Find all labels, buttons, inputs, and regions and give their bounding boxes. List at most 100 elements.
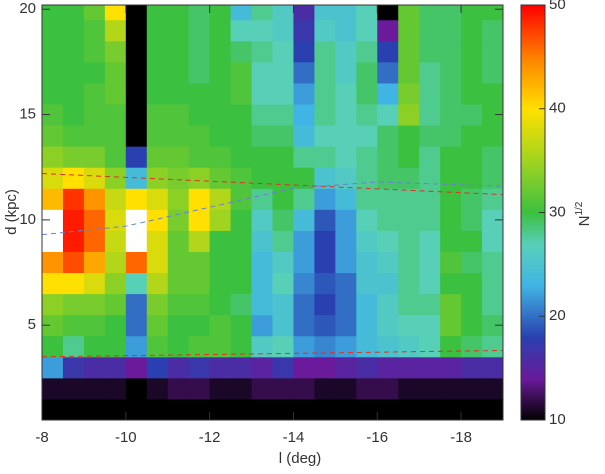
heatmap-cell xyxy=(482,167,503,189)
heatmap-cell xyxy=(314,377,336,400)
heatmap-cell xyxy=(356,61,378,84)
heatmap-cell xyxy=(104,230,127,252)
heatmap-cell xyxy=(125,251,148,274)
heatmap-cell xyxy=(440,398,462,420)
heatmap-cell xyxy=(42,40,64,63)
overlay-line xyxy=(42,349,503,358)
heatmap-cell xyxy=(356,335,378,358)
heatmap-cell xyxy=(83,314,106,337)
colorbar-segment xyxy=(521,75,545,79)
heatmap-cell xyxy=(335,251,357,274)
heatmap-cell xyxy=(314,5,336,21)
heatmap-cell xyxy=(293,5,315,21)
colorbar-segment xyxy=(521,85,545,89)
heatmap-cell xyxy=(314,272,336,295)
heatmap-cell xyxy=(83,5,106,21)
heatmap-cell xyxy=(356,398,378,420)
heatmap-cell xyxy=(377,314,399,337)
heatmap-cell xyxy=(104,19,127,42)
heatmap-cell xyxy=(146,146,169,168)
colorbar-segment xyxy=(521,320,545,323)
colorbar-segment xyxy=(521,268,545,272)
heatmap-cell xyxy=(146,398,169,420)
heatmap-cell xyxy=(398,251,420,274)
colorbar-segment xyxy=(521,334,545,338)
heatmap-cell xyxy=(62,104,85,126)
heatmap-cell xyxy=(272,398,294,420)
colorbar-segment xyxy=(521,278,545,282)
heatmap-cell xyxy=(440,40,462,63)
heatmap-cell xyxy=(482,104,503,126)
heatmap-cell xyxy=(125,82,148,105)
heatmap-cell xyxy=(356,5,378,21)
y-axis-label: d (kpc) xyxy=(3,189,20,235)
heatmap-cell xyxy=(62,167,85,189)
heatmap-cell xyxy=(356,104,378,126)
colorbar-segment xyxy=(521,200,545,203)
colorbar-segment xyxy=(521,251,545,255)
heatmap-cell xyxy=(83,40,106,63)
heatmap-cell xyxy=(440,167,462,189)
heatmap-cell xyxy=(272,19,294,42)
heatmap-cell xyxy=(356,167,378,189)
heatmap-cell xyxy=(104,293,127,316)
heatmap-cell xyxy=(272,104,294,126)
heatmap-cell xyxy=(146,272,169,295)
heatmap-cell xyxy=(314,335,336,358)
heatmap-cell xyxy=(398,104,420,126)
heatmap-cell xyxy=(104,314,127,337)
heatmap-cell xyxy=(335,314,357,337)
heatmap-cell xyxy=(251,167,273,189)
heatmap-cell xyxy=(188,293,211,316)
colorbar-segment xyxy=(521,330,545,334)
heatmap-cell xyxy=(461,356,483,379)
heatmap-cell xyxy=(42,167,64,189)
heatmap-cell xyxy=(83,167,106,189)
colorbar-segment xyxy=(521,393,545,396)
heatmap-cell xyxy=(293,272,315,295)
heatmap-cell xyxy=(398,314,420,337)
heatmap-cell xyxy=(419,209,441,231)
colorbar-segment xyxy=(521,135,545,139)
colorbar-segment xyxy=(521,197,545,201)
heatmap-cell xyxy=(398,125,420,147)
heatmap-cell xyxy=(335,167,357,189)
colorbar-segment xyxy=(521,314,545,317)
heatmap-cell xyxy=(377,40,399,63)
heatmap-cell xyxy=(272,377,294,400)
heatmap-cell xyxy=(83,293,106,316)
heatmap-cell xyxy=(42,19,64,42)
heatmap-cell xyxy=(104,125,127,147)
heatmap-cell xyxy=(167,167,190,189)
colorbar-segment xyxy=(521,249,545,253)
heatmap-cell xyxy=(125,314,148,337)
colorbar-segment xyxy=(521,25,545,29)
heatmap-cell xyxy=(314,293,336,316)
heatmap-cell xyxy=(188,272,211,295)
heatmap-cell xyxy=(62,146,85,168)
heatmap-cell xyxy=(356,188,378,210)
colorbar-segment xyxy=(521,355,545,359)
heatmap-cell xyxy=(146,314,169,337)
colorbar-segment xyxy=(521,131,545,135)
heatmap-cell xyxy=(146,167,169,189)
heatmap-cell xyxy=(42,335,64,358)
heatmap-cell xyxy=(419,104,441,126)
heatmap-cell xyxy=(62,314,85,337)
colorbar-tick-label: 50 xyxy=(549,0,566,13)
heatmap-cell xyxy=(461,398,483,420)
colorbar-label: N1/2 xyxy=(574,201,593,226)
heatmap-cell xyxy=(251,251,273,274)
colorbar-segment xyxy=(521,312,545,315)
heatmap-cell xyxy=(314,314,336,337)
heatmap-cell xyxy=(398,19,420,42)
heatmap-cell xyxy=(314,61,336,84)
heatmap-cell xyxy=(230,209,253,231)
colorbar-segment xyxy=(521,272,545,276)
heatmap-cell xyxy=(209,230,232,252)
x-tick-label: -18 xyxy=(450,429,472,446)
heatmap-cell xyxy=(482,82,503,105)
colorbar-segment xyxy=(521,212,545,216)
heatmap-cell xyxy=(125,104,148,126)
